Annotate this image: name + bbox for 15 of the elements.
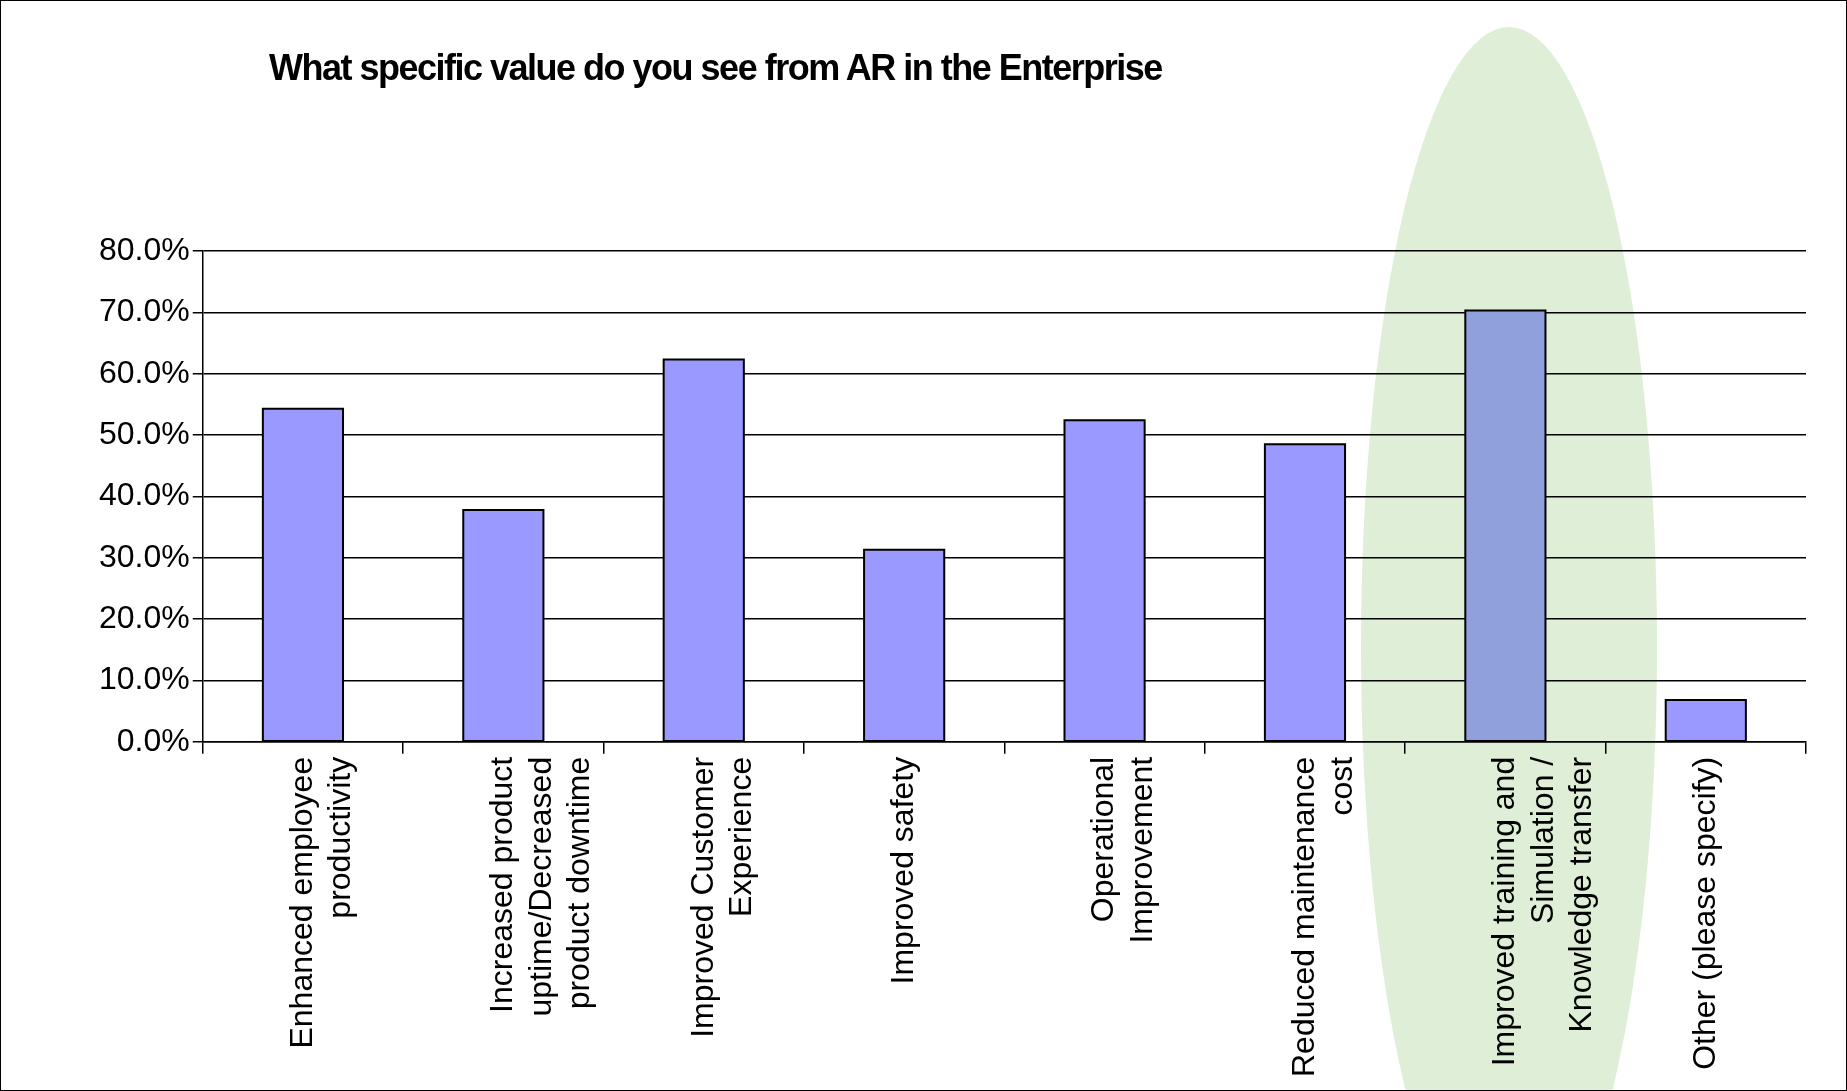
x-tick-label: Enhanced employee productivity	[282, 756, 358, 1049]
y-tick-label: 80.0%	[99, 230, 190, 267]
y-tick-label: 0.0%	[116, 721, 190, 758]
chart-title: What specific value do you see from AR in the Enterprise	[269, 47, 1162, 89]
y-tick-label: 70.0%	[99, 292, 190, 329]
y-tick-label: 30.0%	[99, 537, 190, 574]
x-tick-label: Improved safety	[883, 756, 920, 985]
x-tick-label: Other (please specify)	[1685, 756, 1722, 1070]
y-tick-label: 50.0%	[99, 414, 190, 451]
y-tick-label: 40.0%	[99, 476, 190, 513]
x-tick-label: Operational Improvement	[1084, 756, 1159, 944]
x-tick-label: Reduced maintenance cost	[1284, 756, 1360, 1077]
y-tick-label: 20.0%	[99, 598, 190, 635]
y-tick-label: 60.0%	[99, 353, 190, 390]
y-tick-label: 10.0%	[99, 660, 190, 697]
